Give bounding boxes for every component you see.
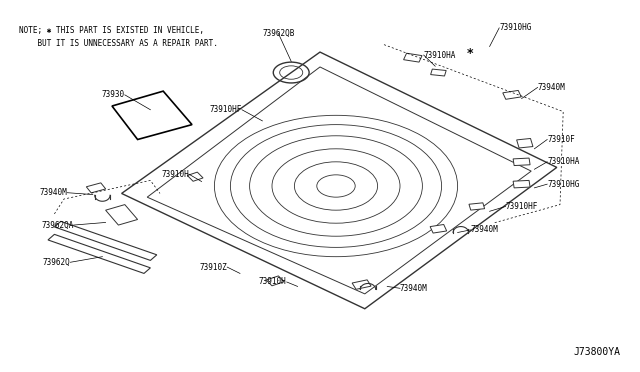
Bar bbox=[516, 138, 533, 148]
Text: 73910H: 73910H bbox=[161, 170, 189, 179]
Text: 73910HG: 73910HG bbox=[547, 180, 580, 189]
Text: 73910HF: 73910HF bbox=[506, 202, 538, 211]
Text: 73910H: 73910H bbox=[259, 278, 287, 286]
Text: 73962QA: 73962QA bbox=[41, 221, 74, 230]
Bar bbox=[430, 224, 447, 233]
Text: 73930: 73930 bbox=[102, 90, 125, 99]
Bar bbox=[431, 69, 446, 76]
Text: 73940M: 73940M bbox=[40, 188, 67, 197]
Text: NOTE; ✱ THIS PART IS EXISTED IN VEHICLE,
    BUT IT IS UNNECESSARY AS A REPAIR P: NOTE; ✱ THIS PART IS EXISTED IN VEHICLE,… bbox=[19, 26, 218, 48]
Bar bbox=[404, 53, 422, 62]
Text: 73962Q: 73962Q bbox=[43, 258, 70, 267]
Bar bbox=[352, 280, 371, 289]
Bar bbox=[86, 183, 106, 193]
Text: 73940M: 73940M bbox=[538, 83, 565, 92]
Text: 73910HA: 73910HA bbox=[424, 51, 456, 60]
Text: 73962QB: 73962QB bbox=[262, 29, 294, 38]
Text: 73910HA: 73910HA bbox=[547, 157, 580, 166]
Bar bbox=[469, 203, 484, 210]
Text: J73800YA: J73800YA bbox=[574, 347, 621, 357]
Bar bbox=[503, 90, 521, 99]
Text: *: * bbox=[467, 48, 474, 60]
Text: 73910Z: 73910Z bbox=[200, 263, 227, 272]
Text: 73940M: 73940M bbox=[470, 225, 498, 234]
Bar bbox=[513, 158, 530, 166]
Text: 73910HF: 73910HF bbox=[209, 105, 242, 114]
Bar bbox=[513, 180, 530, 188]
Text: 73910F: 73910F bbox=[547, 135, 575, 144]
Text: 73910HG: 73910HG bbox=[499, 23, 532, 32]
Text: 73940M: 73940M bbox=[400, 284, 428, 293]
Bar bbox=[188, 172, 203, 181]
Bar bbox=[266, 276, 284, 286]
